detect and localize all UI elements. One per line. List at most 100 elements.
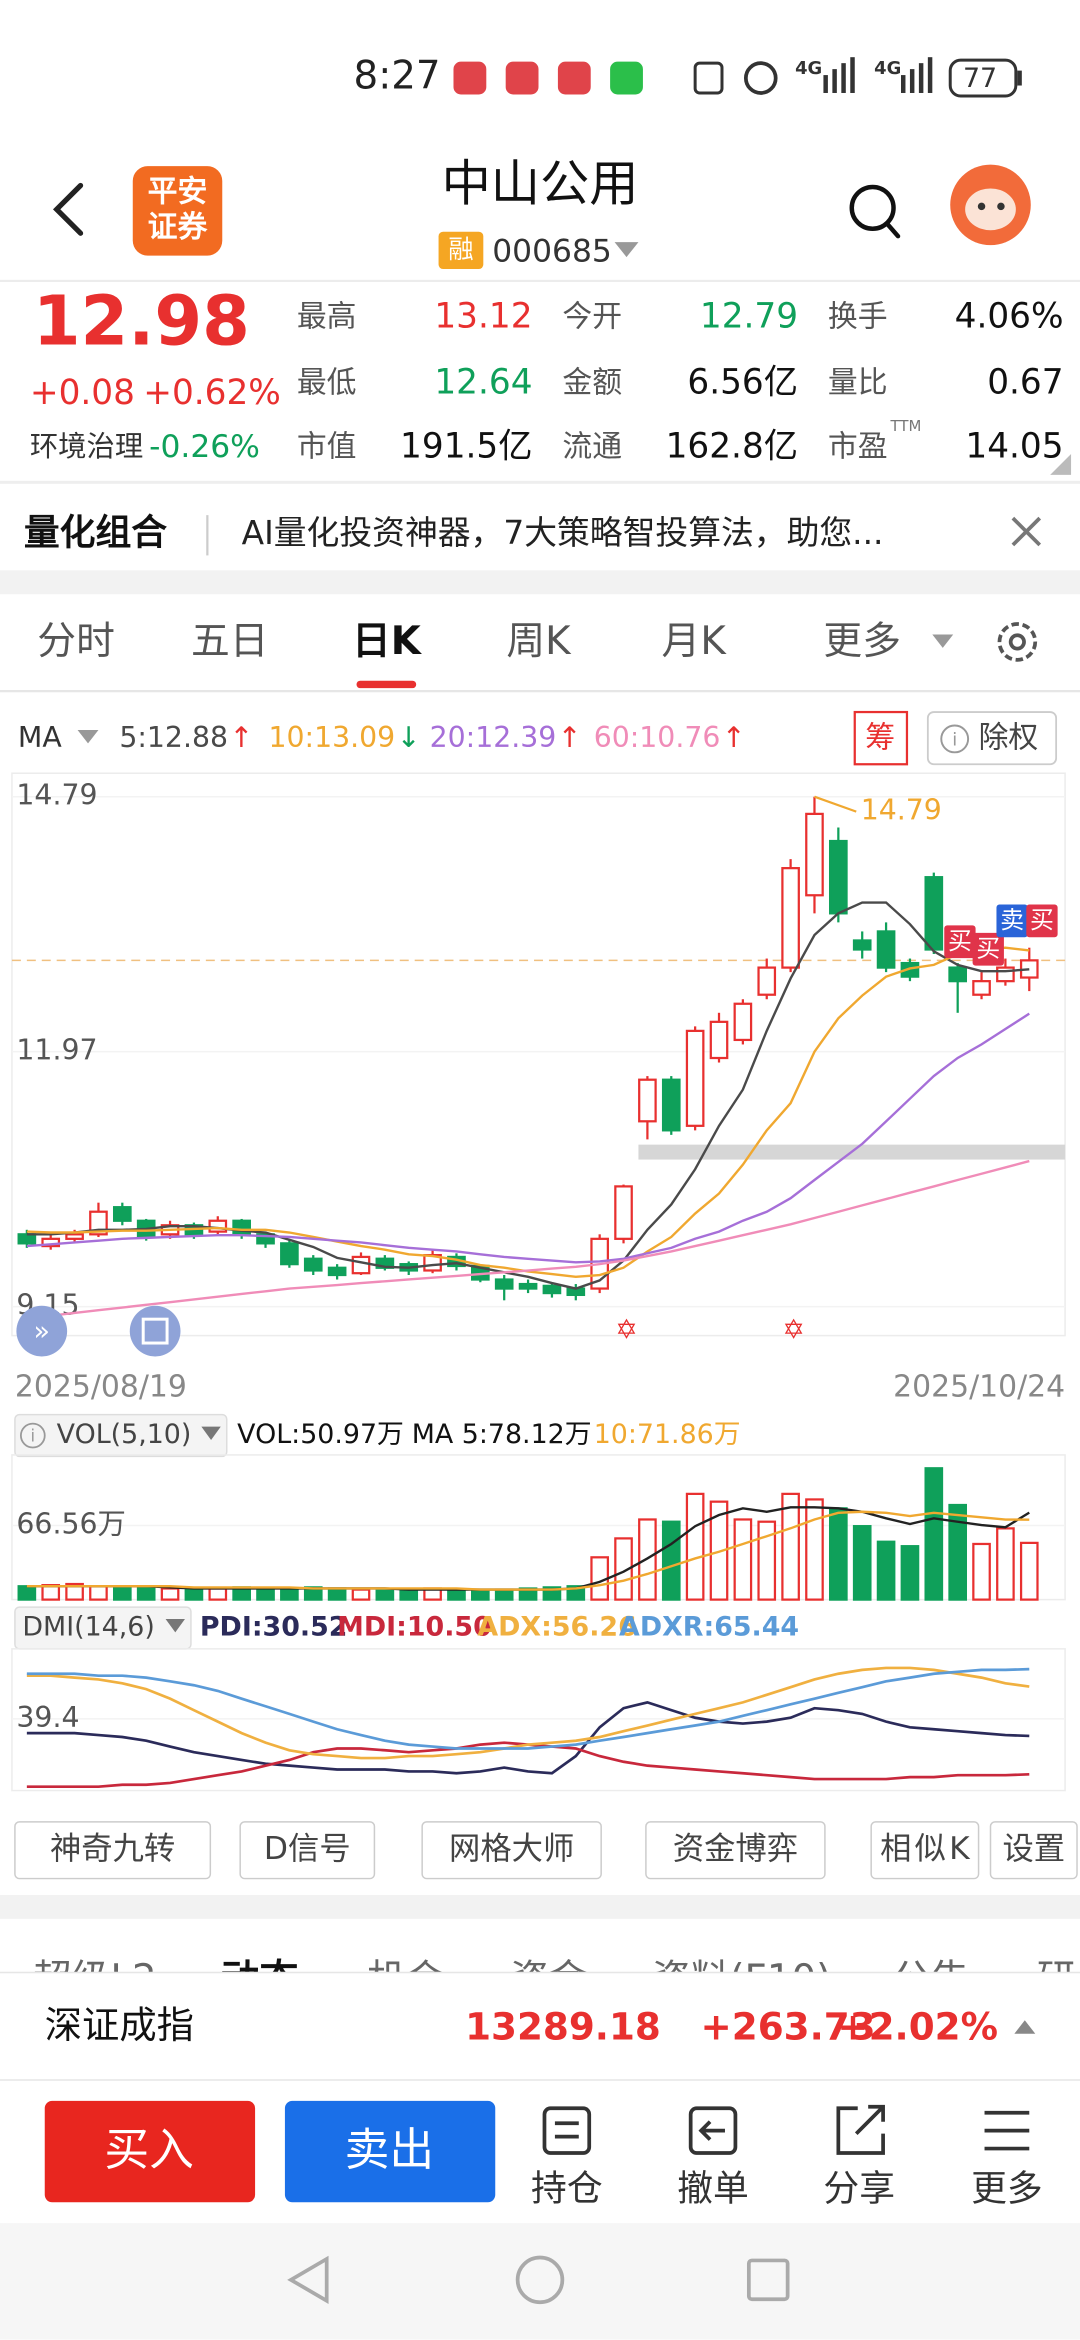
cancel-icon[interactable]	[688, 2106, 738, 2155]
period-tab[interactable]: 五日	[191, 619, 269, 664]
info-icon	[940, 724, 970, 754]
index-bar[interactable]	[0, 1972, 1080, 2080]
indicator-dropdown[interactable]	[77, 729, 99, 744]
dmi-dropdown[interactable]	[165, 1619, 185, 1633]
news-tab[interactable]: 研	[1037, 1957, 1076, 2002]
news-tab[interactable]: 资料(F10)	[652, 1957, 831, 2002]
period-tab[interactable]: 日K	[352, 619, 423, 664]
buy-button[interactable]	[44, 2100, 256, 2203]
period-tab[interactable]: 周K	[506, 619, 572, 664]
tool-buttons: 神奇九转 D信号 网格大师 资金博弈 相似K 设置	[14, 1821, 1078, 1880]
last-price: 12.98	[33, 282, 250, 362]
share-icon[interactable]	[836, 2104, 885, 2155]
news-tab[interactable]: 公告	[892, 1957, 970, 2002]
stat-value: 6.56亿	[687, 362, 798, 402]
volume-bar	[876, 1540, 896, 1601]
banner-text[interactable]: AI量化投资神器，7大策略智投算法，助您...	[242, 514, 884, 552]
dmi-line	[26, 1667, 1030, 1750]
adjust-button[interactable]: 除权	[979, 720, 1039, 755]
volume-frame	[11, 1454, 1066, 1601]
expand-button[interactable]	[16, 1305, 68, 1357]
info-icon-glyph: i	[31, 1427, 36, 1446]
candle-body	[518, 1282, 538, 1290]
nav-recent[interactable]	[746, 2258, 790, 2302]
candle-body	[638, 1078, 657, 1123]
position-icon[interactable]	[542, 2106, 592, 2155]
tool-button[interactable]: 设置	[1002, 1831, 1065, 1867]
stat-value: 0.67	[987, 362, 1063, 402]
search-button[interactable]	[849, 184, 901, 239]
news-tabs: 超级L2 动态 机会 资金 资料(F10) 公告 研	[33, 1957, 1076, 2002]
avatar[interactable]	[950, 164, 1031, 246]
battery-level: 77	[963, 63, 997, 94]
code-dropdown[interactable]	[614, 242, 639, 258]
volume-bar	[757, 1520, 777, 1601]
action-label[interactable]: 持仓	[531, 2168, 603, 2209]
settings-button[interactable]	[997, 622, 1038, 662]
dmi-legend-item: ADX:56.26	[477, 1611, 636, 1642]
tool-button-bg[interactable]	[239, 1821, 376, 1880]
candle-body	[614, 1185, 633, 1240]
period-tab[interactable]: 更多	[823, 619, 901, 664]
action-label[interactable]: 分享	[823, 2168, 895, 2209]
broker-logo	[132, 166, 223, 256]
tool-button[interactable]: 神奇九转	[50, 1831, 175, 1867]
tool-button-bg[interactable]	[421, 1821, 602, 1880]
candle-body	[112, 1206, 132, 1222]
tool-button-bg[interactable]	[645, 1821, 826, 1880]
tool-button-bg[interactable]	[870, 1821, 980, 1880]
action-label[interactable]: 撤单	[677, 2168, 749, 2209]
y-tick-label: 11.97	[16, 1034, 97, 1067]
quote-stats: 最高 13.12 今开 12.79 换手 4.06% 最低 12.64 金额 6.56亿 量比 0.6…	[297, 297, 1064, 467]
tool-button[interactable]: 相似K	[880, 1831, 971, 1867]
vol-indicator-bg[interactable]	[14, 1413, 228, 1458]
network-label: 4G	[795, 58, 822, 79]
period-tab[interactable]: 月K	[662, 619, 728, 664]
sell-button[interactable]	[284, 2100, 496, 2203]
chip-button[interactable]: 筹	[865, 720, 895, 755]
news-tab[interactable]: 超级L2	[33, 1957, 157, 2002]
margin-badge: 融	[448, 234, 473, 264]
candle-body	[829, 839, 848, 915]
chip-button-bg[interactable]	[853, 710, 909, 766]
dmi-legend-item: PDI:30.52	[200, 1611, 348, 1642]
tool-button-bg[interactable]	[989, 1821, 1078, 1880]
stat-label: 流通	[562, 430, 622, 465]
volume-bar	[685, 1492, 705, 1601]
back-button[interactable]	[52, 182, 84, 236]
vol-legend: VOL:50.97万	[237, 1419, 404, 1450]
tool-button-bg[interactable]	[14, 1821, 212, 1880]
index-expand[interactable]	[1014, 2020, 1036, 2034]
news-tab[interactable]: 动态	[221, 1957, 299, 2002]
indicator-name[interactable]: MA	[18, 721, 62, 754]
period-tab[interactable]: 分时	[37, 619, 115, 664]
vol-indicator[interactable]: VOL(5,10)	[57, 1419, 192, 1450]
vol-dropdown[interactable]	[201, 1426, 221, 1440]
volume-bar	[781, 1492, 800, 1601]
nav-home[interactable]	[515, 2255, 565, 2305]
banner-close[interactable]	[1011, 516, 1042, 547]
tool-button[interactable]: 资金博弈	[673, 1831, 798, 1867]
candle-body	[327, 1266, 347, 1277]
fullscreen-button[interactable]	[129, 1305, 181, 1357]
buy-label[interactable]: 买入	[104, 2123, 194, 2176]
tool-button[interactable]: 网格大师	[449, 1831, 574, 1867]
volume-bar	[399, 1588, 419, 1601]
sector-name: 环境治理	[30, 430, 143, 463]
tool-button[interactable]: D信号	[264, 1831, 351, 1867]
more-icon[interactable]	[984, 2110, 1030, 2151]
more-dropdown[interactable]	[932, 634, 954, 648]
trade-mark: 买	[948, 927, 972, 955]
nav-back[interactable]	[287, 2255, 329, 2304]
volume-bar	[447, 1588, 466, 1601]
candle-body	[757, 966, 777, 996]
ma-legend-arrow: ↑	[558, 721, 582, 754]
news-tab[interactable]: 机会	[367, 1957, 445, 2002]
trade-mark-bg	[996, 904, 1028, 938]
news-tab[interactable]: 资金	[510, 1957, 588, 2002]
sell-label[interactable]: 卖出	[345, 2123, 435, 2176]
action-label[interactable]: 更多	[971, 2168, 1043, 2209]
vol-legend: MA 5:78.12万	[412, 1419, 592, 1450]
section-gap	[0, 570, 1080, 595]
dmi-indicator[interactable]: DMI(14,6)	[22, 1611, 154, 1642]
